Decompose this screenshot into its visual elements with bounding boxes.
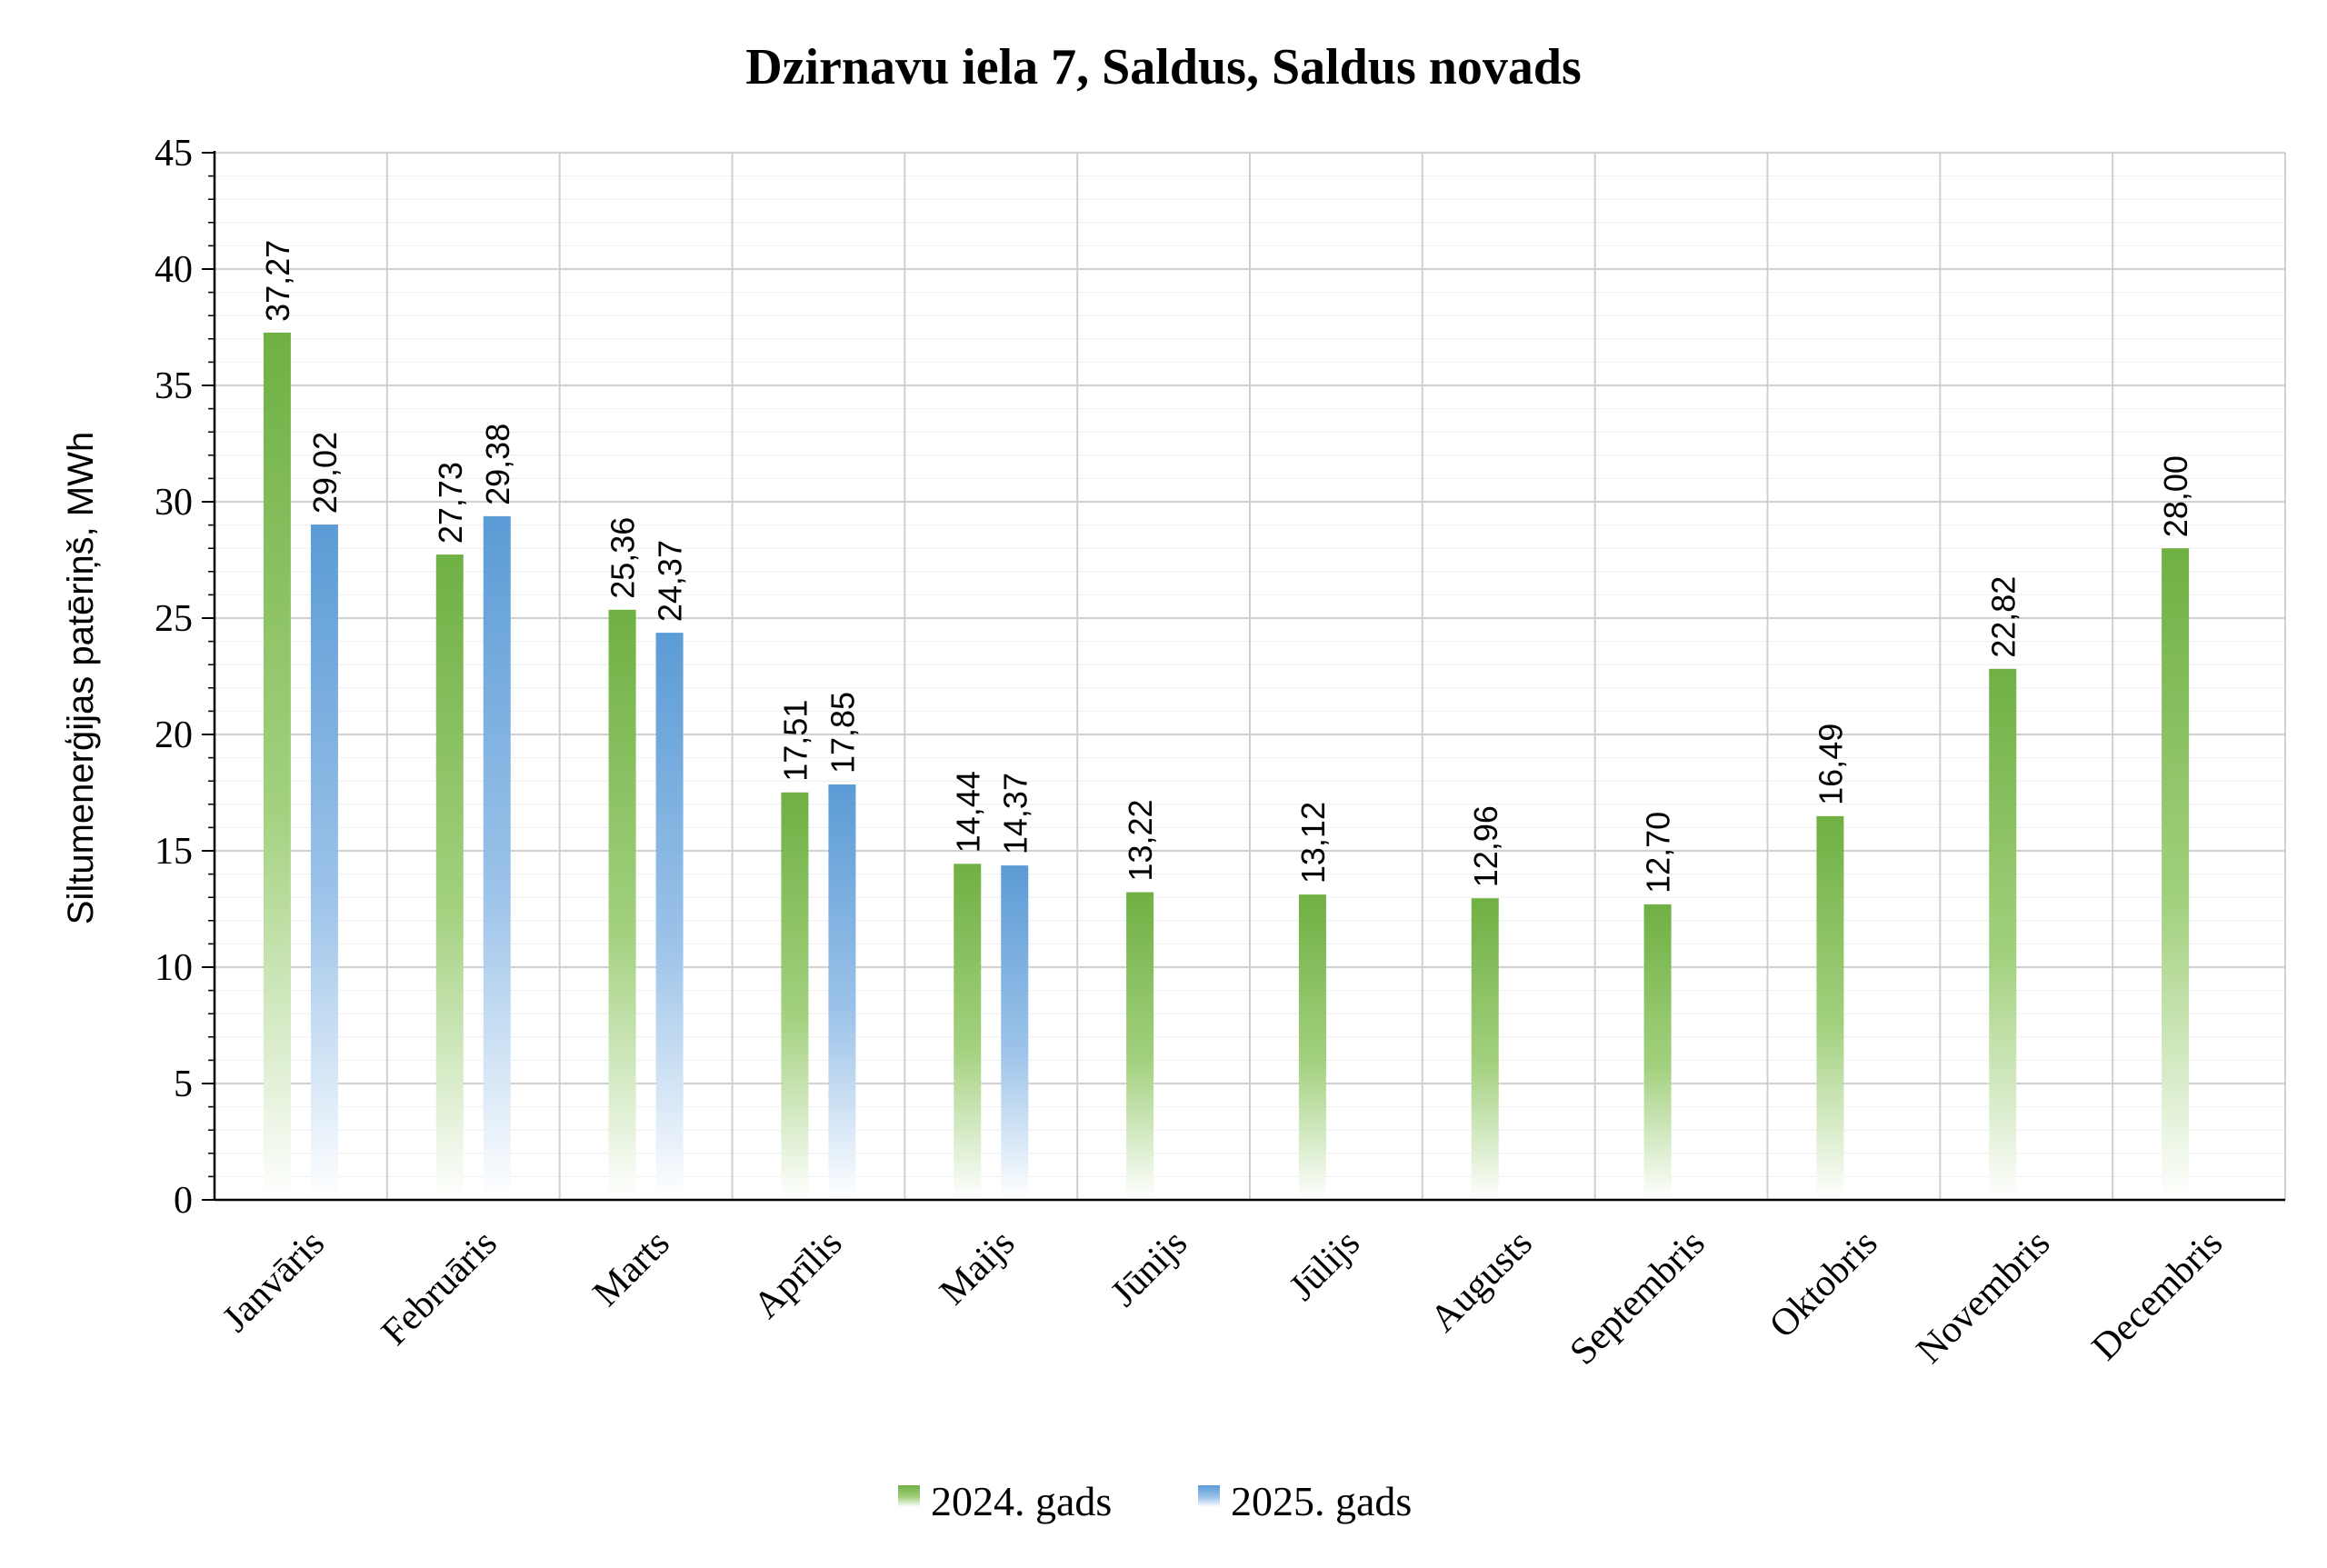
y-tick-label: 25: [155, 598, 193, 640]
x-tick-label: Oktobris: [1762, 1223, 1885, 1346]
bar-2024: [2162, 548, 2190, 1200]
y-tick-label: 40: [155, 249, 193, 291]
x-tick-label: Janvāris: [215, 1223, 333, 1341]
axes: [202, 151, 2285, 1202]
bar-2025: [655, 633, 684, 1200]
data-label: 22,82: [1984, 576, 2022, 658]
legend-swatch-2025: [1198, 1485, 1220, 1507]
data-label: 29,02: [306, 432, 344, 514]
y-axis-label: Siltumenerģijas patēriņš, MWh: [61, 432, 101, 924]
data-label: 13,22: [1122, 799, 1159, 881]
data-label: 14,44: [949, 771, 986, 853]
y-tick-label: 10: [155, 947, 193, 989]
legend-label-2024: 2024. gads: [931, 1478, 1112, 1524]
x-tick-labels: Janvāris Februāris Marts Aprīlis Maijs Jūnijs…: [215, 1223, 2231, 1373]
y-tick-label: 20: [155, 714, 193, 756]
bar-2024: [781, 792, 809, 1200]
y-tick-label: 35: [155, 365, 193, 407]
x-tick-label: Novembris: [1909, 1223, 2059, 1373]
bar-2024: [1471, 898, 1499, 1200]
data-label: 28,00: [2157, 455, 2194, 537]
bar-2024: [435, 554, 464, 1200]
y-tick-label: 45: [155, 133, 193, 175]
data-label: 29,38: [479, 424, 516, 505]
y-tick-labels: 0 5 10 15 20 25 30 35 40 45: [155, 133, 193, 1222]
x-tick-label: Maijs: [932, 1223, 1023, 1313]
x-tick-label: Aprīlis: [745, 1223, 850, 1327]
bar-2024: [1989, 668, 2017, 1200]
x-tick-label: Decembris: [2084, 1223, 2231, 1369]
x-tick-label: Jūlijs: [1282, 1223, 1368, 1309]
bar-2025: [828, 784, 856, 1200]
x-tick-label: Marts: [585, 1223, 678, 1315]
x-tick-label: Augusts: [1423, 1223, 1541, 1341]
bar-2024: [954, 864, 982, 1200]
bar-2024: [1126, 892, 1154, 1200]
data-label: 17,85: [824, 692, 861, 774]
data-label: 12,96: [1467, 805, 1504, 887]
data-label: 13,12: [1294, 802, 1332, 884]
y-tick-label: 5: [174, 1064, 193, 1105]
bar-2024: [1298, 894, 1326, 1200]
legend: 2024. gads 2025. gads: [898, 1478, 1412, 1524]
y-tick-label: 30: [155, 482, 193, 524]
bar-2025: [310, 524, 338, 1200]
data-label: 27,73: [432, 462, 469, 544]
bar-2024: [1643, 904, 1672, 1200]
data-label: 24,37: [652, 540, 689, 622]
data-label: 16,49: [1812, 724, 1849, 805]
data-label: 37,27: [259, 240, 296, 322]
bar-2024: [1816, 815, 1844, 1200]
data-labels: 37,27 27,73 25,36 17,51 14,44 13,22 13,12 12,96…: [259, 240, 2194, 894]
legend-label-2025: 2025. gads: [1231, 1478, 1412, 1524]
data-label: 25,36: [604, 517, 642, 599]
x-tick-label: Septembris: [1562, 1223, 1713, 1373]
x-tick-label: Februāris: [374, 1223, 505, 1354]
bars: [263, 332, 2190, 1200]
bar-2025: [483, 515, 511, 1200]
grid-lines: [215, 152, 2286, 1200]
bar-2024: [263, 332, 291, 1200]
bar-2025: [1001, 865, 1029, 1200]
legend-swatch-2024: [898, 1485, 920, 1507]
data-label: 12,70: [1640, 812, 1677, 894]
data-label: 14,37: [996, 773, 1034, 854]
data-label: 17,51: [776, 700, 814, 782]
x-tick-label: Jūnijs: [1103, 1223, 1195, 1315]
bar-2024: [608, 609, 636, 1200]
y-tick-label: 0: [174, 1180, 193, 1222]
chart-title: Dzirnavu iela 7, Saldus, Saldus novads: [745, 39, 1582, 95]
y-tick-label: 15: [155, 831, 193, 873]
